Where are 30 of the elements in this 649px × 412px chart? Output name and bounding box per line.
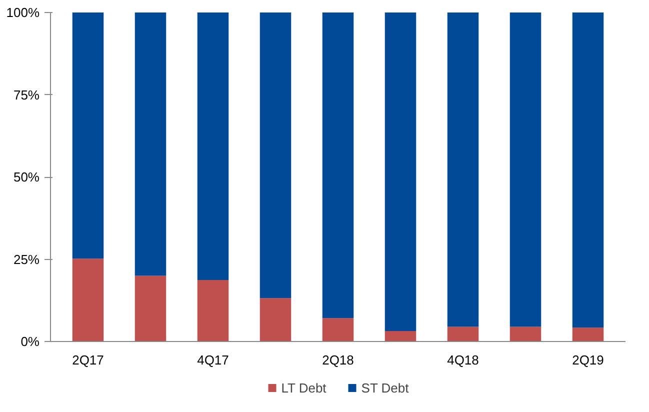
- legend-label: ST Debt: [361, 380, 409, 395]
- x-tick-label: 4Q17: [197, 352, 229, 368]
- bar: [72, 258, 104, 342]
- bar: [260, 298, 292, 342]
- bar: [197, 12, 229, 280]
- bar: [197, 280, 229, 342]
- legend-label: LT Debt: [281, 380, 326, 395]
- bar: [260, 12, 292, 298]
- x-tick-label: 2Q17: [72, 352, 104, 368]
- bar: [134, 276, 166, 342]
- bar: [572, 328, 604, 342]
- y-tick-label: 75%: [13, 87, 40, 102]
- bar: [134, 12, 166, 276]
- y-tick-label: 50%: [13, 170, 40, 184]
- bar: [384, 330, 416, 342]
- bar: [447, 326, 479, 342]
- y-tick-label: 100%: [6, 5, 40, 20]
- x-tick-label: 2Q18: [322, 352, 354, 368]
- bar: [447, 12, 479, 327]
- x-tick-label: 4Q18: [447, 352, 479, 368]
- bar: [72, 12, 104, 259]
- bar: [510, 326, 542, 342]
- bar: [384, 12, 416, 331]
- bar: [322, 318, 354, 342]
- bar: [510, 12, 542, 327]
- x-tick-label: 2Q19: [572, 352, 604, 368]
- bar: [322, 12, 354, 318]
- y-tick-label: 0%: [20, 334, 40, 349]
- y-tick-label: 25%: [13, 252, 40, 267]
- bar: [572, 12, 604, 328]
